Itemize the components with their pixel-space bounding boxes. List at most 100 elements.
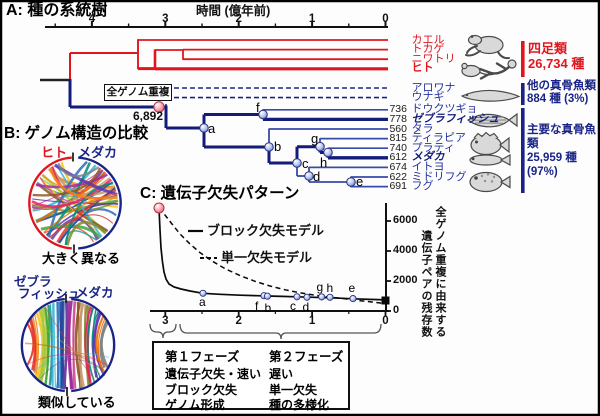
tree-node-ball-h [323,147,333,158]
time-axis-tick-label: 0 [382,13,389,25]
chord [53,302,56,388]
chord-cross [24,343,107,365]
tree-node-ball-b [264,142,274,152]
species-count: 778 [389,112,407,125]
frog-head [467,34,483,46]
tree-node-ball-a [199,123,209,133]
c-node-letter-c: c [290,298,296,313]
group-label-major-teleosts: 主要な真骨魚類 25,959 種 (97%) [527,123,600,179]
group-bar-tetrapods [521,41,525,77]
species-label-13: ミドリフグ [411,170,467,183]
c-node-letter-g: g [316,280,324,294]
tree-node-letter-c: c [302,155,309,171]
c-node-letter-a: a [199,295,206,309]
species-label-2: ニワトリ [411,52,456,65]
tilapia-eye [475,140,478,144]
chord [30,318,37,372]
legend-single-loss-model: 単一欠失モデル [221,250,313,265]
chord [74,302,83,388]
puffer-tail [499,175,511,189]
chord [91,311,102,379]
tree-node-ball-c [292,158,302,168]
tree-node-letter-b: b [274,139,282,154]
chord [57,162,100,178]
species-label-11: メダカ [411,151,445,164]
tilapia-tail [499,136,510,154]
c-x-tick-label: 0 [382,315,389,327]
zebrafish-eye [471,117,474,120]
panel-b-title: B: ゲノム構造の比較 [4,125,149,142]
phase-cell: ゲノム形成 [165,398,225,412]
chord [66,221,107,246]
panel-c-title: C: 遺伝子欠失パターン [140,185,300,202]
c-node-letter-d: d [302,299,310,314]
chord [56,301,60,389]
group-other-count: 884 種 (3%) [527,93,589,105]
chord [62,300,69,390]
tilapia-silhouette [470,131,510,156]
tree-node-letter-f: f [256,100,260,115]
chord [60,301,65,389]
chord [49,304,53,386]
chord-cross [33,352,110,372]
chord-cross [24,342,104,371]
wgd-label: 全ゲノム重複 [104,84,172,101]
puffer-spot [492,175,496,179]
phase1-brace [149,323,177,339]
species-label-3: ヒト [411,62,434,75]
c-y-tick-label: 2000 [393,274,418,286]
c-y-tick-label: 0 [393,304,400,316]
puffer-spot [483,179,487,183]
phase1-header: 第１フェーズ [165,350,240,364]
species-count: 740 [389,141,407,154]
medaka-silhouette [469,153,511,167]
chord [31,316,38,374]
chord [49,214,114,239]
chord-cross [45,307,95,380]
group-bar-major-teleosts [521,108,525,193]
species-label-10: プラティ [411,141,455,154]
chord [36,181,114,223]
chord [32,177,111,211]
time-axis-tick-label: 4 [88,13,96,25]
chord [39,307,49,383]
tree-node-letter-g: g [311,131,319,146]
species-label-8: タラ [411,122,434,135]
phase-cell: 種の多様化 [269,398,330,412]
species-label-5: ウナギ [411,91,445,104]
tree-node-letter-h: h [320,155,328,170]
pufferfish-silhouette [469,171,511,193]
c-node-point-a [199,289,207,297]
c-node-point-g [318,293,326,301]
c-y-tick-label: 6000 [393,214,418,226]
puffer-eye [474,176,478,180]
c-node-point-b [263,292,272,300]
chord [58,187,116,244]
chord-cross [28,354,107,366]
chord [77,303,85,387]
time-axis-tick-label: 3 [162,13,169,25]
mouse-ear [461,62,468,70]
species-label-12: イトヨ [411,160,445,173]
time-axis-title: 時間 (億年前) [196,4,271,18]
chord [43,194,118,234]
chord [86,307,96,383]
chord2-left-label-line1: ゼブラ [14,275,52,289]
species-label-6: ドウクツギョ [411,103,478,116]
frog-legs [465,45,510,60]
c-x-tick-label: 1 [308,315,316,327]
tilapia-body [470,134,502,156]
tree-node-ball-g [315,141,325,152]
chord [97,318,106,372]
phase-cell: ブロック欠失 [165,383,238,397]
eel-body [460,89,521,102]
chord [92,312,101,378]
species-label-0: カエル [411,33,445,46]
chord1-left-arc [28,156,72,250]
puffer-spot [480,174,484,178]
group-bar-other-teleosts [521,83,525,105]
chord-cross [40,358,103,379]
group-tetrapods-name: 四足類 [528,41,568,56]
